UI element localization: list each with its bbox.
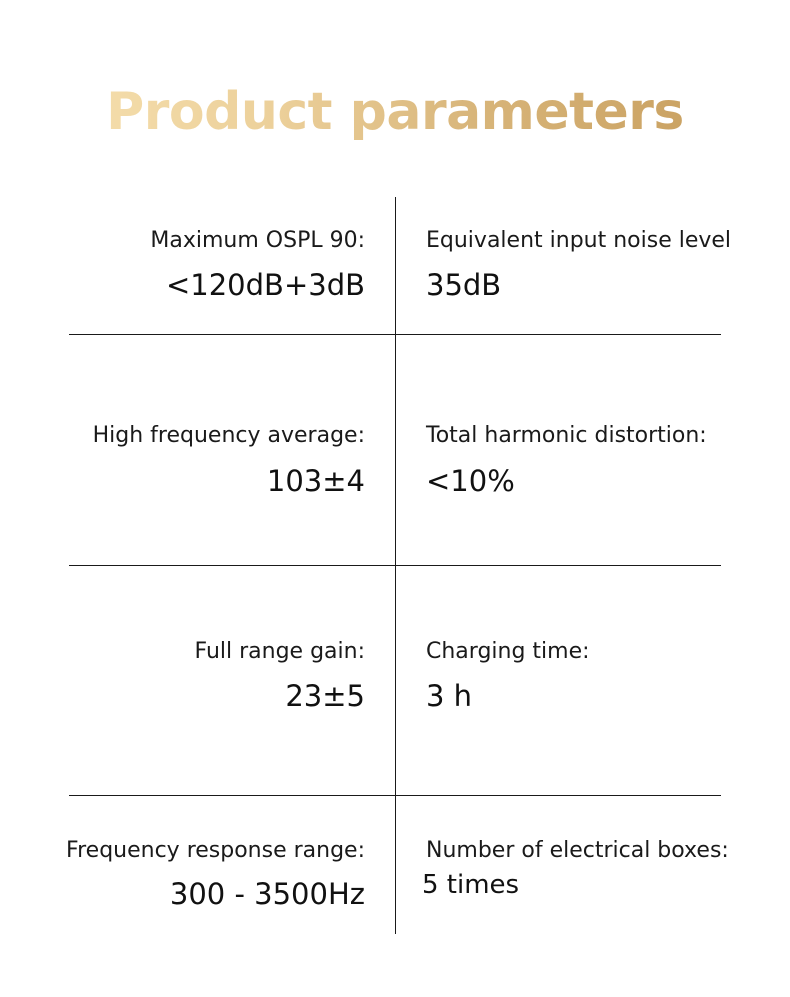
row-divider-2 bbox=[69, 565, 721, 566]
param-value-max-ospl: <120dB+3dB bbox=[165, 268, 365, 302]
param-value-freq-response: 300 - 3500Hz bbox=[169, 877, 365, 911]
param-label-charging-time: Charging time: bbox=[426, 639, 590, 664]
row-divider-3 bbox=[69, 795, 721, 796]
param-label-max-ospl: Maximum OSPL 90: bbox=[150, 228, 365, 253]
param-label-full-range-gain: Full range gain: bbox=[194, 639, 366, 664]
page-title: Product parameters bbox=[0, 80, 790, 144]
param-value-hf-average: 103±4 bbox=[266, 464, 365, 498]
param-label-hf-average: High frequency average: bbox=[92, 423, 365, 448]
param-label-freq-response: Frequency response range: bbox=[66, 838, 365, 863]
param-label-thd: Total harmonic distortion: bbox=[426, 423, 707, 448]
param-label-input-noise: Equivalent input noise level bbox=[426, 228, 732, 253]
row-divider-1 bbox=[69, 334, 721, 335]
param-value-charging-time: 3 h bbox=[426, 679, 473, 713]
param-label-electrical-boxes: Number of electrical boxes: bbox=[426, 838, 729, 863]
param-value-input-noise: 35dB bbox=[426, 268, 502, 302]
param-value-thd: <10% bbox=[426, 464, 515, 498]
param-value-full-range-gain: 23±5 bbox=[285, 679, 365, 713]
param-value-electrical-boxes: 5 times bbox=[422, 870, 520, 900]
